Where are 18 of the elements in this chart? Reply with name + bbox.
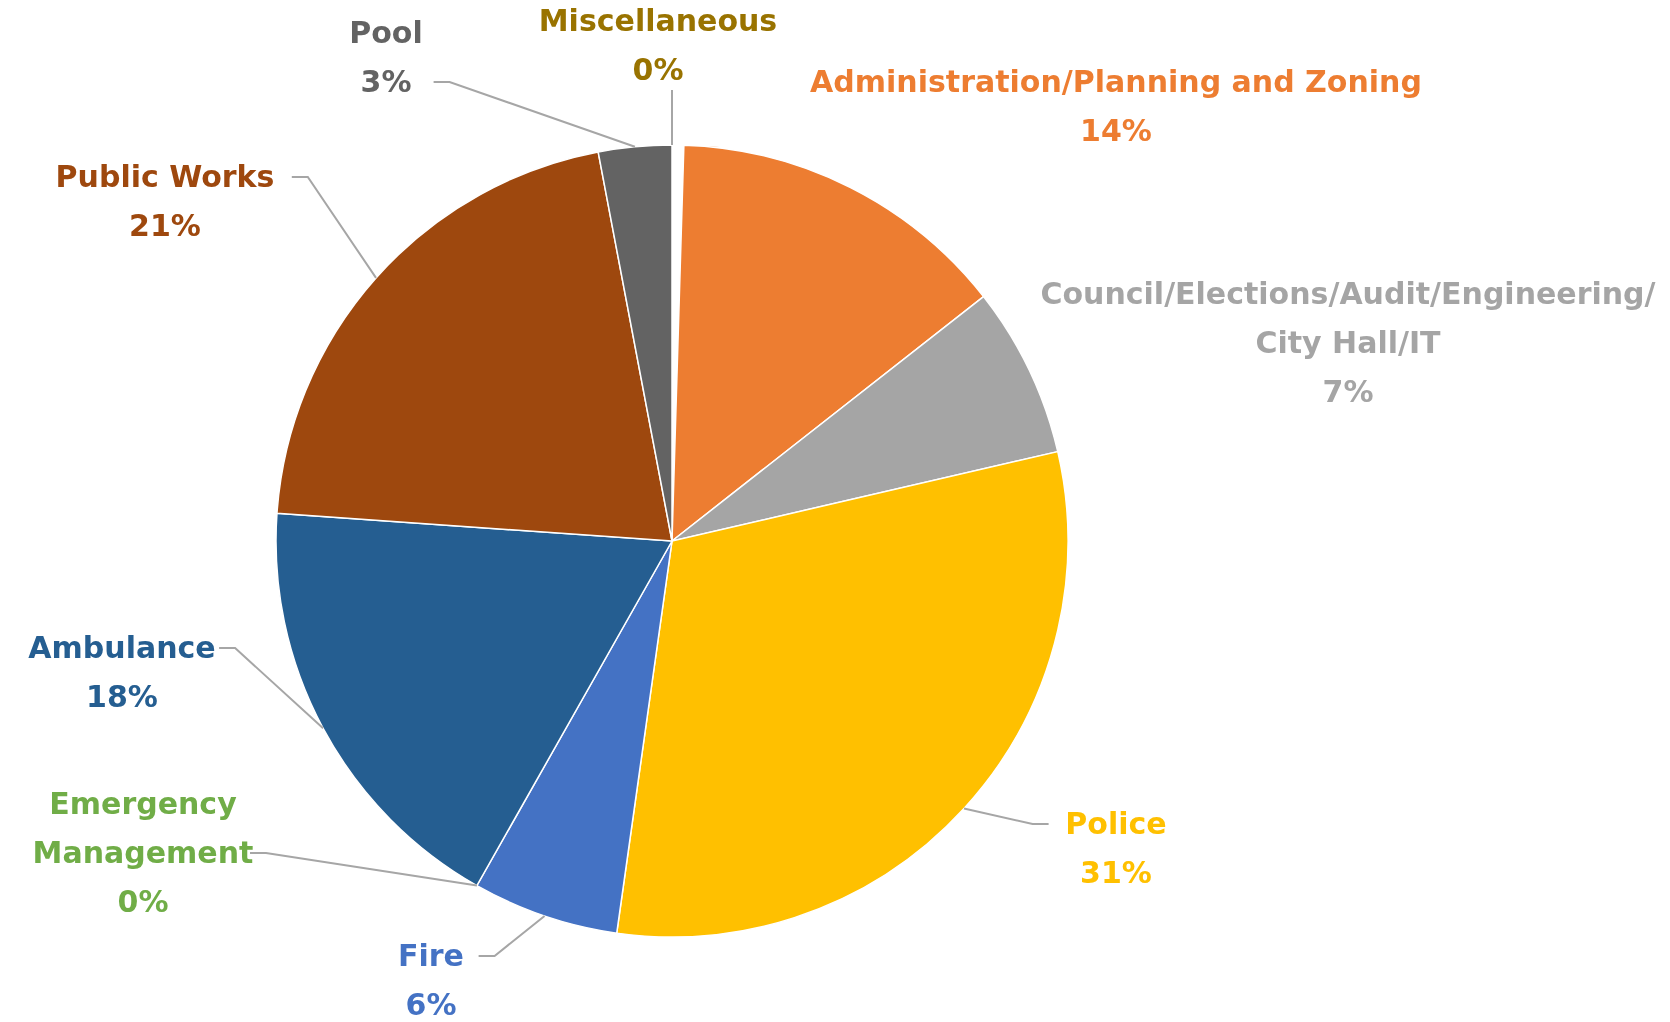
data-label: 18% xyxy=(86,679,158,714)
slice-label: Fire xyxy=(398,938,464,973)
category-label: Emergency Management xyxy=(32,786,254,870)
data-label: 31% xyxy=(1080,855,1152,890)
slice-label: Public Works xyxy=(55,159,275,194)
category-label: Miscellaneous xyxy=(538,3,778,38)
slice-label: Council/Elections/Audit/Engineering/City Hall/IT xyxy=(1040,276,1656,360)
slice-label: Pool xyxy=(349,15,423,50)
data-label: 21% xyxy=(129,208,201,243)
data-label: 7% xyxy=(1322,374,1374,409)
slice-label: Administration/Planning and Zoning xyxy=(810,64,1422,99)
data-label: 14% xyxy=(1080,113,1152,148)
data-label: 3% xyxy=(360,64,412,99)
slice-label: Ambulance xyxy=(28,630,216,665)
slice-label: Police xyxy=(1065,806,1167,841)
data-label: 6% xyxy=(405,987,457,1022)
text: 0% xyxy=(117,884,169,919)
text: 0% xyxy=(632,52,684,87)
